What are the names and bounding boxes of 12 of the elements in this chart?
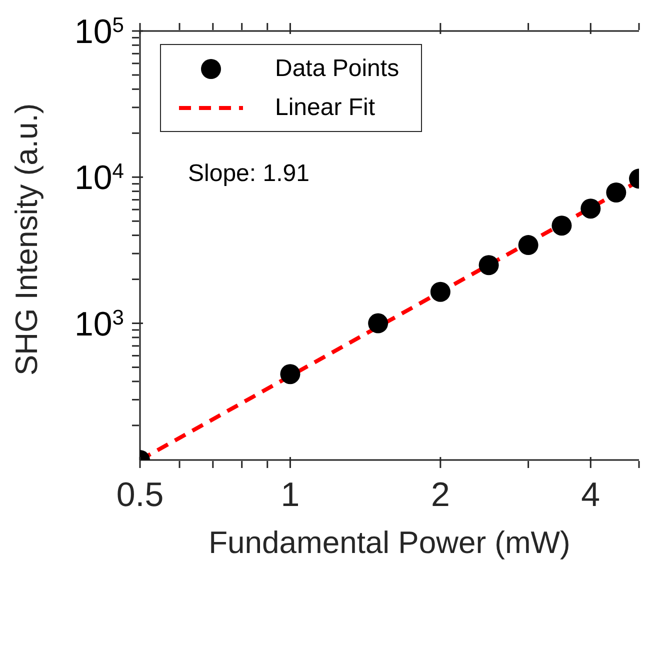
legend-label: Data Points — [275, 54, 400, 82]
x-tick-label: 4 — [581, 476, 600, 514]
x-tick-label: 2 — [430, 476, 450, 514]
annotation: Slope: 1.91 — [188, 160, 310, 188]
y-axis-title: SHG Intensity (a.u.) — [9, 103, 44, 376]
y-tick-label: 10$^{5}$ — [74, 13, 124, 51]
y-tick-label: 10$^{3}$ — [74, 305, 124, 344]
y-tick-label: 10$^{4}$ — [74, 159, 124, 198]
legend-label: Linear Fit — [275, 94, 376, 122]
x-tick-label: 1 — [280, 476, 300, 514]
x-axis-title: Fundamental Power (mW) — [208, 525, 570, 560]
x-tick-label: 0.5 — [116, 476, 164, 514]
